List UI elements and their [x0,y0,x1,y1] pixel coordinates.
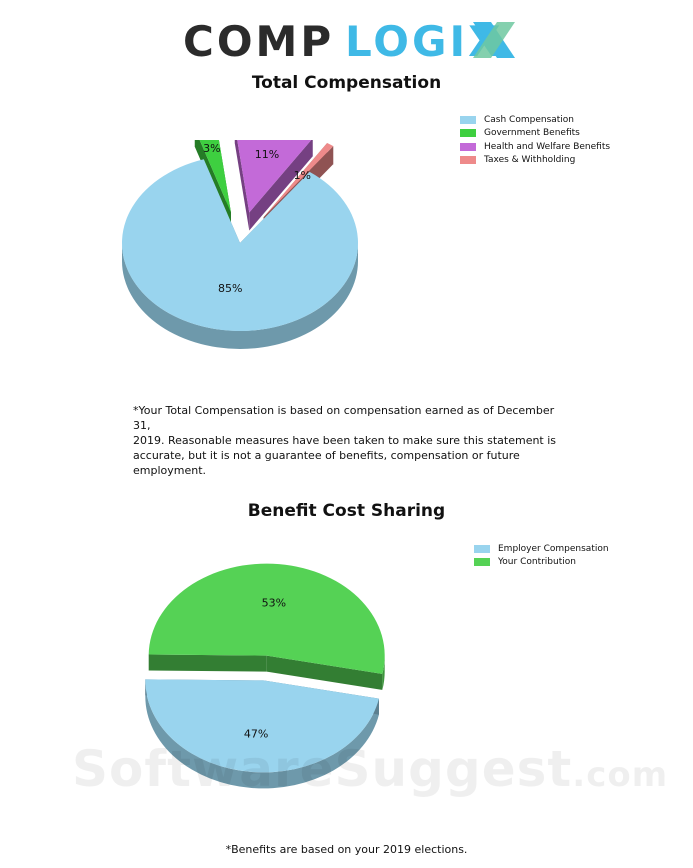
watermark: SoftwareSuggest.com [72,740,668,798]
total-compensation-title: Total Compensation [251,73,442,93]
note-line: accurate, but it is not a guarantee of b… [133,449,520,462]
watermark-suffix: .com [572,755,669,795]
pie-slice-edge [148,654,267,672]
logo-text-logix: LOGIX [345,18,503,62]
legend-label-contribution: Your Contribution [498,557,576,568]
legend-label-cash: Cash Compensation [484,114,575,125]
pie-data-label: 11% [255,148,279,161]
logo-text-comp: COMP [183,18,334,62]
pie-slice-side [145,680,379,789]
total-compensation-note: *Your Total Compensation is based on com… [133,403,573,478]
legend-label-taxes: Taxes & Withholding [484,155,576,166]
legend-item-cash: Cash Compensation [460,113,610,127]
pie-data-label: 47% [244,727,268,740]
watermark-main: SoftwareSuggest [72,740,573,798]
pie-slice-employer-compensation [145,679,379,773]
legend-swatch-employer [474,544,490,553]
pie-slice-side [382,655,385,690]
note-line: 2019. Reasonable measures have been take… [133,434,557,447]
logo-x-mark [473,22,515,58]
pie-slice-taxes-withholding [263,142,334,218]
legend-item-employer: Employer Compensation [474,542,609,556]
note-line: *Your Total Compensation is based on com… [133,404,555,432]
pie-data-label: 3% [203,142,220,155]
legend-item-contribution: Your Contribution [474,556,609,570]
pie-slice-government-benefits [199,140,231,213]
legend-label-government: Government Benefits [484,128,580,139]
legend-swatch-contribution [474,558,490,567]
pie-slice-edge [266,655,383,690]
pie-slice-edge [249,140,313,231]
legend-item-government: Government Benefits [460,127,610,141]
legend-swatch-cash [460,115,476,124]
pie-slice-side [122,243,358,349]
legend-swatch-taxes [460,156,476,165]
pie-slice-edge [234,140,250,231]
pie-data-label: 1% [294,169,311,182]
benefits-note: *Benefits are based on your 2019 electio… [225,843,468,856]
legend-item-taxes: Taxes & Withholding [460,154,610,168]
pie-slice-health-and-welfare-benefits [237,140,312,213]
pie-data-label: 85% [218,282,242,295]
benefit-cost-sharing-title: Benefit Cost Sharing [247,501,446,521]
legend-item-health: Health and Welfare Benefits [460,140,610,154]
pie-slice-your-contribution [148,563,385,674]
pie-data-label: 53% [262,597,286,610]
benefit-cost-sharing-pie-chart: 47% 53% [145,563,385,789]
total-compensation-legend: Cash Compensation Government Benefits He… [460,113,610,167]
legend-label-employer: Employer Compensation [498,543,609,554]
complogix-logo: COMP LOGIX [183,18,515,62]
legend-swatch-government [460,129,476,138]
note-line: employment. [133,464,207,477]
legend-label-health: Health and Welfare Benefits [484,141,611,152]
pie-slice-cash-compensation [122,159,359,331]
total-compensation-pie-chart: 85% 3% 11% 1% [122,140,359,349]
legend-swatch-health [460,142,476,151]
benefit-cost-sharing-legend: Employer Compensation Your Contribution [474,542,609,569]
